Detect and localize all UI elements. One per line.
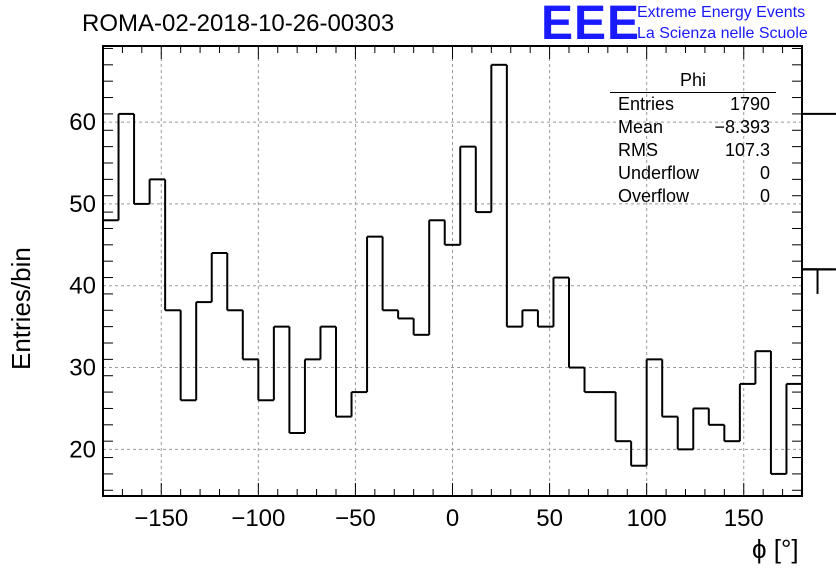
y-tick-label: 30 (69, 355, 96, 382)
stats-label: RMS (618, 140, 658, 160)
stats-value: 0 (759, 186, 770, 206)
stats-label: Underflow (618, 163, 700, 183)
x-tick-label: 100 (627, 505, 667, 532)
stats-value: −8.393 (714, 117, 770, 137)
stats-label: Overflow (618, 186, 690, 206)
stats-value: 107.3 (724, 140, 770, 160)
logo-line-2: La Scienza nelle Scuole (637, 25, 808, 42)
y-tick-label: 20 (69, 436, 96, 463)
logo-line-1: Extreme Energy Events (637, 4, 806, 21)
stats-value: 0 (759, 163, 770, 183)
y-tick-label: 60 (69, 109, 96, 136)
stats-label: Mean (618, 117, 664, 137)
stats-value: 1790 (729, 94, 770, 114)
x-tick-label: −100 (231, 505, 285, 532)
y-tick-label: 50 (69, 191, 96, 218)
stats-row-mean: Mean −8.393 (610, 116, 776, 139)
x-axis-label: ϕ [°] (752, 534, 799, 564)
stats-row-overflow: Overflow 0 (610, 185, 776, 208)
y-tick-label: 40 (69, 273, 96, 300)
stats-box-title: Phi (610, 70, 776, 93)
x-tick-label: 150 (724, 505, 764, 532)
x-tick-label: −150 (134, 505, 188, 532)
y-axis-label: Entries/bin (6, 247, 36, 370)
stats-row-entries: Entries 1790 (610, 93, 776, 116)
chart-title: ROMA-02-2018-10-26-00303 (82, 10, 395, 37)
eee-logo: EEE (541, 0, 641, 50)
stats-row-underflow: Underflow 0 (610, 162, 776, 185)
x-tick-label: 0 (446, 505, 459, 532)
stats-row-rms: RMS 107.3 (610, 139, 776, 162)
x-tick-label: −50 (335, 505, 376, 532)
x-tick-label: 50 (536, 505, 563, 532)
stats-box: Phi Entries 1790 Mean −8.393 RMS 107.3 U… (610, 70, 776, 208)
plot-frame (102, 45, 803, 497)
stats-label: Entries (618, 94, 675, 114)
